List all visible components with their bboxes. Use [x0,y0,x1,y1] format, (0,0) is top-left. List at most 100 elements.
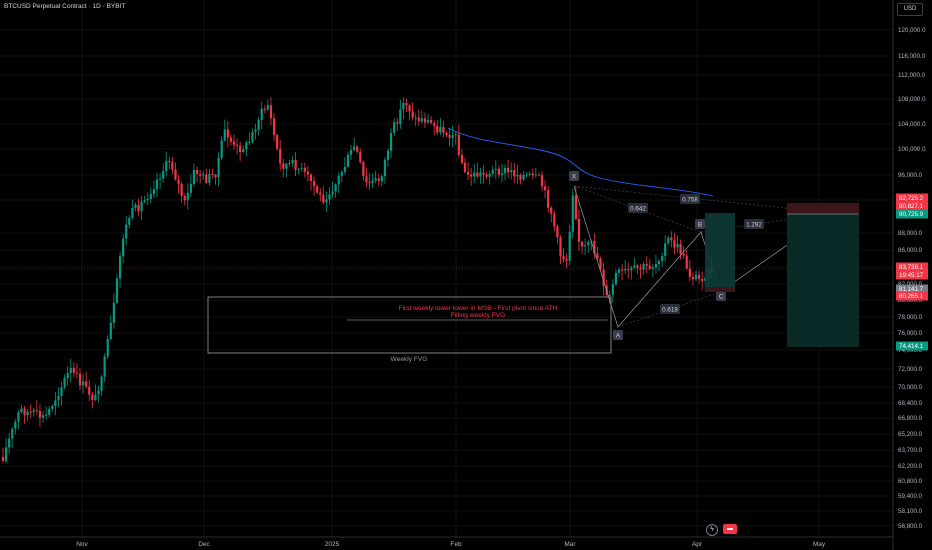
candle-body [584,245,587,247]
candle-body [63,378,66,388]
candle-body [463,162,467,173]
candle-body [574,195,577,219]
pattern-point-box[interactable] [569,171,579,181]
lightning-icon[interactable]: ϟ [706,524,718,536]
candle-body [134,204,137,208]
grid [0,0,894,550]
candle-body [20,408,23,413]
ratio-box[interactable] [680,194,700,204]
currency-button[interactable]: USD [897,3,923,16]
candle-body [701,278,704,282]
candle-body [627,269,630,271]
stop-zone[interactable] [705,287,735,292]
candle-body [115,278,119,303]
candle-body [642,264,645,270]
time-axis[interactable]: Nov Dec 2025 Feb Mar Apr May [76,541,826,548]
candles [1,97,713,464]
candle-body [285,163,288,169]
target-zone[interactable] [705,213,735,289]
candle-body [540,174,544,187]
candle-body [448,135,451,138]
candle-body [630,267,633,271]
candle-body [371,180,374,184]
events-flag-icon[interactable]: ▬ [723,524,737,534]
candle-body [331,191,334,195]
ratio-label: 0.642 [630,205,646,212]
candle-body [457,134,460,156]
candle-body [162,171,165,179]
ratio-box[interactable] [744,219,764,229]
symbol-title[interactable]: BTCUSD Perpetual Contract · 1D · BYBIT [4,3,126,10]
candle-body [667,237,670,244]
x-tick-label: Apr [692,541,703,548]
candle-body [248,141,251,143]
y-tick-label: 56,800.0 [898,523,923,530]
candle-body [519,174,522,180]
candle-body [316,186,319,193]
candle-body [553,213,556,227]
candle-body [208,173,211,183]
candle-body [617,269,621,273]
candle-body [559,237,562,257]
candle-body [439,127,442,133]
candle-body [276,134,279,149]
y-tick-label: 104,000.0 [898,121,926,128]
candle-body [312,181,316,187]
fvg-rectangle[interactable] [207,296,612,354]
candle-body [32,410,35,412]
candle-body [491,169,494,174]
candle-body [522,174,525,180]
candle-body [396,122,399,124]
candle-body [269,105,273,119]
candle-body [528,173,531,175]
candle-body [507,167,510,173]
y-tick-label: 58,100.0 [898,508,923,515]
candle-body [180,183,183,197]
candle-body [322,194,325,203]
candle-body [57,395,60,401]
d-target-zone[interactable] [787,214,859,347]
candle-body [85,381,88,387]
candle-body [685,255,688,269]
short-position-tool[interactable] [705,203,859,347]
candle-body [482,172,485,175]
candle-body [146,198,149,201]
price-tag-label: 80,265.1 [899,293,924,300]
candle-body [217,157,220,178]
candle-body [593,241,596,254]
candle-body [1,457,5,461]
pattern-point-box[interactable] [716,291,726,301]
candle-body [48,408,51,415]
y-tick-label: 66,800.0 [898,415,923,422]
candle-body [433,123,436,126]
y-tick-label: 60,800.0 [898,478,923,485]
pattern-point-box[interactable] [695,219,705,229]
candle-body [565,259,568,261]
ratio-box[interactable] [628,203,648,213]
candle-body [300,167,303,169]
candle-body [694,275,698,280]
pattern-point-box[interactable] [613,330,623,340]
candle-body [4,447,8,461]
candle-body [645,264,648,266]
x-tick-label: Mar [564,541,576,548]
candle-body [211,173,214,175]
d-stop-zone[interactable] [787,203,859,214]
candle-body [81,381,85,386]
candle-body [325,199,328,203]
price-tag [896,291,928,301]
candle-body [186,192,189,201]
candle-body [353,146,356,150]
candle-body [11,428,14,439]
candle-body [294,160,297,170]
candle-body [365,176,368,183]
ratio-box[interactable] [660,304,680,314]
candle-body [177,179,180,184]
price-tags: 92,725.290,827.190,725.9 83,738.119:45:17… [896,193,928,351]
candle-body [664,243,667,257]
candle-body [337,175,340,185]
candle-body [673,240,676,248]
candle-body [245,142,248,150]
